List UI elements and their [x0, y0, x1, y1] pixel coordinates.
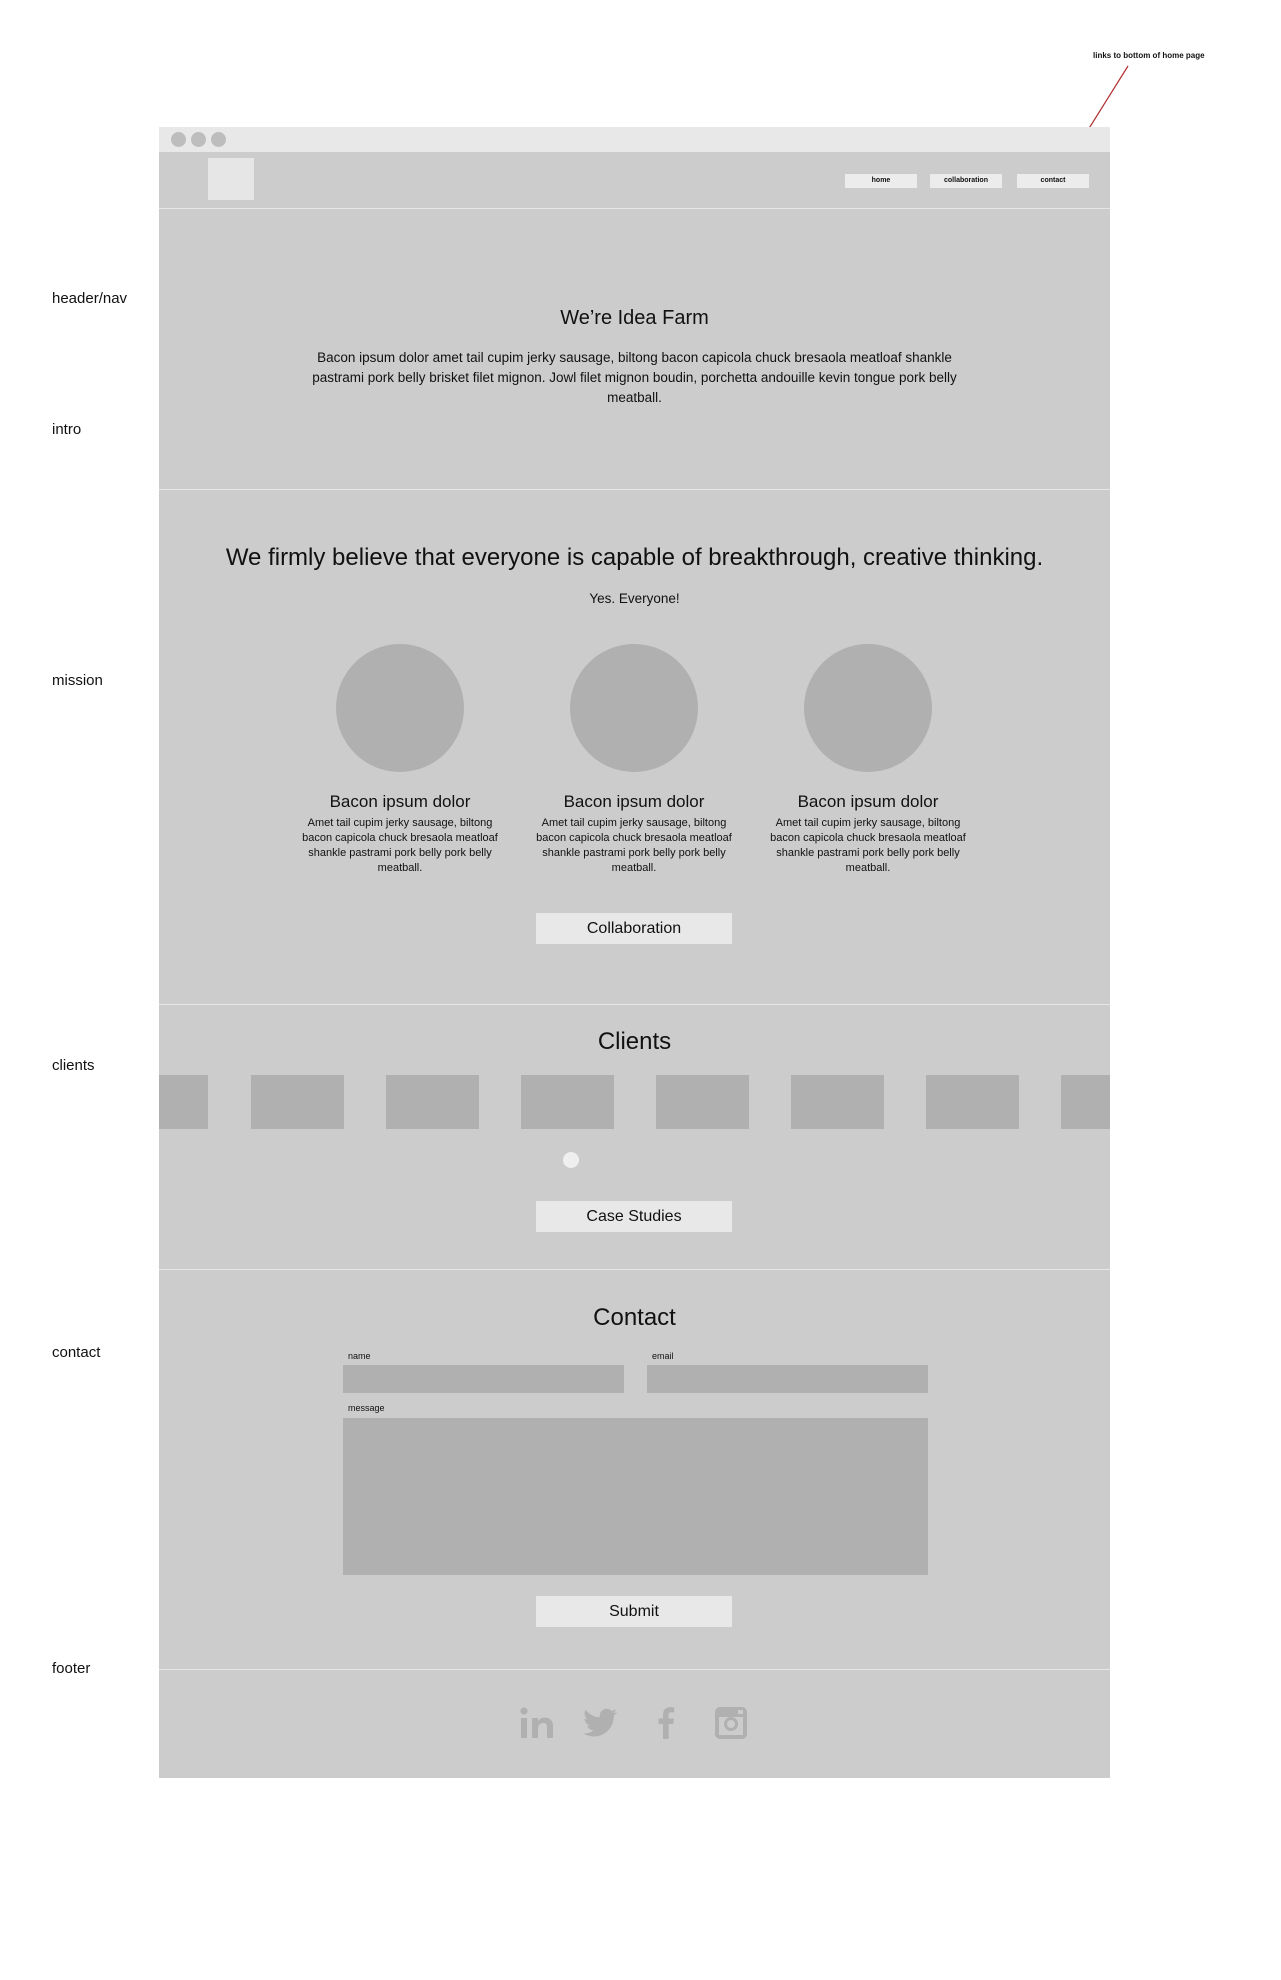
column-body: Amet tail cupim jerky sausage, biltong b…	[302, 817, 498, 874]
client-logo-placeholder[interactable]	[386, 1075, 479, 1129]
window-maximize-dot[interactable]	[211, 132, 226, 147]
name-label: name	[348, 1351, 371, 1361]
column-body: Amet tail cupim jerky sausage, biltong b…	[536, 817, 732, 874]
contact-title: Contact	[593, 1304, 676, 1331]
contact-section: Contact name email message Submit	[159, 1270, 1110, 1670]
facebook-icon[interactable]	[649, 1705, 685, 1741]
image-placeholder-circle	[804, 644, 932, 772]
message-field[interactable]	[343, 1418, 928, 1575]
client-logo-placeholder[interactable]	[521, 1075, 614, 1129]
column-title: Bacon ipsum dolor	[329, 792, 471, 811]
logo-placeholder[interactable]	[208, 158, 254, 200]
clients-title: Clients	[597, 1028, 672, 1055]
case-studies-button[interactable]: Case Studies	[536, 1201, 732, 1232]
label-contact: contact	[52, 1344, 101, 1361]
column-title: Bacon ipsum dolor	[797, 792, 939, 811]
mission-column: Bacon ipsum dolor Amet tail cupim jerky …	[529, 644, 739, 876]
client-logo-placeholder[interactable]	[791, 1075, 884, 1129]
instagram-icon[interactable]	[713, 1705, 749, 1741]
nav-contact-button[interactable]: contact	[1017, 174, 1089, 188]
nav-collaboration-button[interactable]: collaboration	[930, 174, 1002, 188]
twitter-icon[interactable]	[583, 1705, 619, 1741]
label-header-nav: header/nav	[52, 290, 128, 307]
window-close-dot[interactable]	[171, 132, 186, 147]
collaboration-button[interactable]: Collaboration	[536, 913, 732, 944]
message-label: message	[348, 1403, 385, 1413]
browser-title-bar	[159, 127, 1110, 152]
footer-section	[159, 1670, 1110, 1778]
label-intro: intro	[52, 421, 82, 438]
name-field[interactable]	[343, 1365, 624, 1393]
submit-button[interactable]: Submit	[536, 1596, 732, 1627]
mission-section: We firmly believe that everyone is capab…	[159, 490, 1110, 1005]
mission-column: Bacon ipsum dolor Amet tail cupim jerky …	[763, 644, 973, 876]
image-placeholder-circle	[570, 644, 698, 772]
intro-body: Bacon ipsum dolor amet tail cupim jerky …	[312, 350, 957, 405]
client-logo-placeholder[interactable]	[656, 1075, 749, 1129]
intro-title: We’re Idea Farm	[560, 307, 709, 329]
label-clients: clients	[52, 1057, 95, 1074]
client-logo-placeholder[interactable]	[251, 1075, 344, 1129]
carousel-pager-dot[interactable]	[563, 1152, 579, 1168]
client-logo-placeholder[interactable]	[159, 1075, 208, 1129]
clients-section: Clients Case Studies	[159, 1005, 1110, 1270]
annotation-note: links to bottom of home page	[1093, 51, 1205, 60]
linkedin-icon[interactable]	[519, 1705, 555, 1741]
nav-home-button[interactable]: home	[845, 174, 917, 188]
mission-column: Bacon ipsum dolor Amet tail cupim jerky …	[295, 644, 505, 876]
label-mission: mission	[52, 672, 103, 689]
mission-title: We firmly believe that everyone is capab…	[225, 544, 1044, 571]
client-logo-placeholder[interactable]	[926, 1075, 1019, 1129]
column-title: Bacon ipsum dolor	[563, 792, 705, 811]
label-footer: footer	[52, 1660, 91, 1677]
window-minimize-dot[interactable]	[191, 132, 206, 147]
mission-subtitle: Yes. Everyone!	[589, 591, 680, 606]
column-body: Amet tail cupim jerky sausage, biltong b…	[770, 817, 966, 874]
header-nav: home collaboration contact	[159, 152, 1110, 209]
image-placeholder-circle	[336, 644, 464, 772]
email-label: email	[652, 1351, 674, 1361]
browser-window: home collaboration contact We’re Idea Fa…	[159, 127, 1110, 1778]
email-field[interactable]	[647, 1365, 928, 1393]
client-logo-placeholder[interactable]	[1061, 1075, 1110, 1129]
intro-section: We’re Idea Farm Bacon ipsum dolor amet t…	[159, 209, 1110, 490]
